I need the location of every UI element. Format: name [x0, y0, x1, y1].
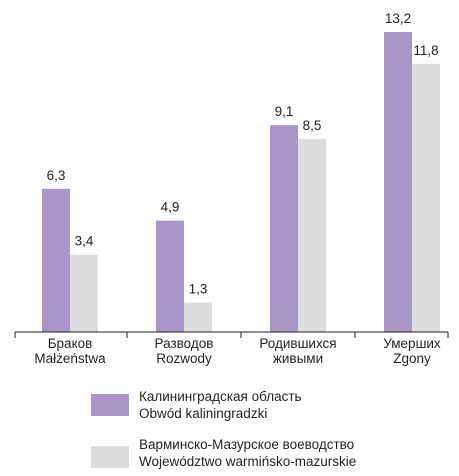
bar-births-series-2 — [298, 138, 326, 332]
value-label-divorces-series-2: 1,3 — [189, 281, 208, 296]
legend-swatch-warmia-masuria — [91, 446, 129, 468]
value-label-births-series-1: 9,1 — [275, 104, 294, 119]
category-label-divorces-pl: Rozwody — [156, 351, 212, 366]
bar-deaths-series-2 — [412, 63, 440, 333]
value-labels-group: 6,3 4,9 9,1 13,2 3,4 1,3 8,5 11,8 — [47, 11, 439, 296]
legend-item-warmia-masuria: Варминско-Мазурское воеводство Województ… — [91, 436, 451, 476]
bar-divorces-series-2 — [184, 302, 212, 332]
legend-label-warmia-masuria-pl: Województwo warmińsko-mazurskie — [139, 454, 357, 469]
category-label-deaths-ru: Умерших — [383, 336, 441, 351]
bar-divorces-series-1 — [156, 220, 184, 332]
bar-marriages-series-1 — [42, 188, 70, 332]
value-label-births-series-2: 8,5 — [303, 118, 322, 133]
value-label-marriages-series-2: 3,4 — [75, 234, 94, 249]
legend-swatch-kaliningrad — [91, 394, 129, 416]
value-label-divorces-series-1: 4,9 — [161, 200, 180, 215]
category-label-divorces-ru: Разводов — [155, 336, 214, 351]
value-label-deaths-series-1: 13,2 — [385, 11, 411, 26]
value-label-marriages-series-1: 6,3 — [47, 168, 66, 183]
category-label-deaths-pl: Zgony — [393, 351, 431, 366]
x-axis-ticks — [14, 332, 449, 338]
category-label-marriages-ru: Браков — [48, 336, 93, 351]
category-label-marriages-pl: Małżeństwa — [34, 351, 106, 366]
category-labels-group: Браков Małżeństwa Разводов Rozwody Родив… — [34, 336, 441, 366]
bar-deaths-series-1 — [384, 32, 412, 332]
legend-label-kaliningrad-ru: Калининградская область — [139, 389, 302, 404]
category-label-births-line2: живыми — [273, 351, 323, 366]
category-label-births-line1: Родившихся — [259, 336, 336, 351]
legend-item-kaliningrad: Калининградская область Obwód kaliningra… — [91, 388, 451, 428]
bar-chart: 6,3 4,9 9,1 13,2 3,4 1,3 8,5 11,8 Браков Małżeń… — [14, 11, 449, 366]
bars-group — [42, 32, 440, 333]
legend-label-warmia-masuria-ru: Варминско-Мазурское воеводство — [139, 437, 355, 452]
legend-label-kaliningrad-pl: Obwód kaliningradzki — [139, 406, 268, 421]
bar-marriages-series-2 — [70, 254, 98, 332]
value-label-deaths-series-2: 11,8 — [413, 43, 438, 58]
bar-births-series-1 — [270, 125, 298, 332]
